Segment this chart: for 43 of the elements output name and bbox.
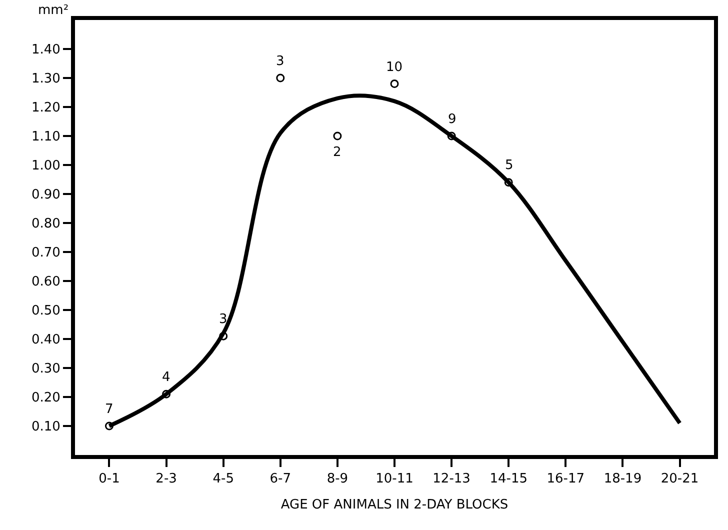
x-tick-label: 8-9 (326, 472, 348, 487)
annotation: 2 (333, 145, 342, 160)
y-tick-label: 0.10 (31, 420, 60, 435)
x-tick-label: 14-15 (490, 472, 528, 487)
annotation: 10 (386, 60, 403, 75)
x-tick-label: 2-3 (156, 472, 177, 487)
y-tick-label: 0.30 (31, 362, 60, 377)
x-tick-label: 4-5 (212, 472, 234, 487)
point (390, 80, 399, 88)
y-tick-label: 0.40 (31, 332, 60, 348)
x-tick-label: 12-13 (432, 472, 470, 487)
y-tick-label: 1.10 (31, 130, 60, 145)
y-axis-title: mm² (38, 3, 69, 18)
point (104, 422, 114, 430)
annotation: 4 (162, 370, 170, 385)
x-tick-label: 10-11 (376, 472, 414, 487)
point (504, 178, 513, 187)
y-tick-label: 0.20 (31, 390, 60, 406)
annotation: 9 (448, 112, 456, 127)
x-axis-title: AGE OF ANIMALS IN 2-DAY BLOCKS (280, 498, 508, 513)
y-tick-label: 0.80 (31, 216, 60, 232)
x-tick-label: 6-7 (270, 472, 292, 487)
y-tick-label: 0.60 (31, 274, 60, 290)
point (333, 132, 342, 140)
y-tick-label: 1.20 (31, 100, 60, 116)
y-tick-label: 1.40 (31, 42, 60, 58)
y-tick-label: 0.90 (31, 188, 60, 203)
y-tick-label: 1.00 (31, 158, 60, 174)
y-tick-label: 1.30 (31, 72, 60, 87)
x-tick-label: 0-1 (98, 472, 120, 487)
x-tick-label: 20-21 (660, 472, 699, 487)
annotation: 5 (505, 158, 514, 173)
point (219, 332, 228, 340)
y-tick-label: 0.50 (31, 304, 60, 319)
point (447, 132, 456, 140)
annotation: 7 (105, 402, 114, 417)
y-tick-label: 0.70 (31, 246, 60, 261)
point (162, 390, 171, 398)
annotation: 3 (276, 54, 284, 69)
annotation: 3 (219, 312, 228, 327)
point (276, 74, 285, 82)
x-tick-label: 18-19 (604, 472, 642, 487)
x-tick-label: 16-17 (546, 472, 585, 487)
